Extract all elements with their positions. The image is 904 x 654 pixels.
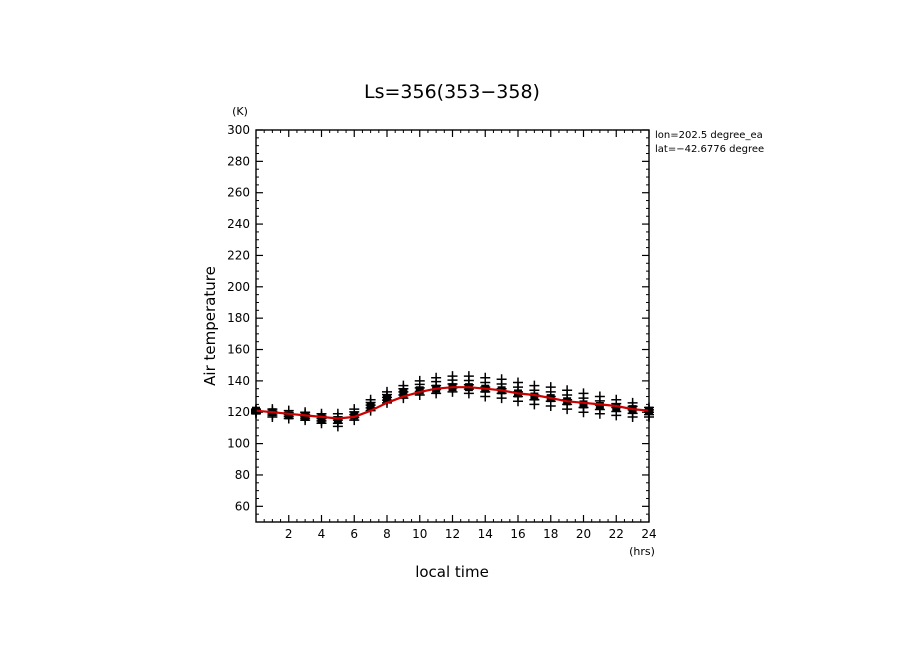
scatter-point [627,411,638,422]
mean-curve-line [255,386,650,420]
y-tick-label: 180 [227,311,250,325]
location-annotation-lat: lat=−42.6776 degree [655,144,764,155]
y-tick-label: 60 [235,499,250,513]
mean-marker [530,392,539,401]
chart-title: Ls=356(353−358) [364,81,540,103]
mean-marker [366,401,375,410]
scatter-point [513,396,523,407]
y-tick-label: 140 [227,374,250,388]
mean-marker [333,416,342,425]
y-tick-label: 200 [227,280,250,294]
x-tick-label: 18 [543,527,558,541]
mean-marker [612,403,621,412]
scatter-point [480,391,491,402]
mean-marker [415,386,424,395]
mean-marker [350,411,359,420]
x-tick-label: 22 [609,527,624,541]
y-tick-label: 160 [227,343,250,357]
scatter-point [545,400,556,411]
y-tick-label: 120 [227,405,250,419]
x-tick-label: 20 [576,527,591,541]
plot-area: 2 4 6 8 10 12 14 16 18 20 22 2460801001201401601802… [227,123,657,541]
mean-marker [595,401,604,410]
x-tick-label: 14 [478,527,493,541]
x-axis-label: local time [415,563,489,581]
y-tick-label: 220 [227,248,250,262]
mean-marker [317,414,326,423]
x-tick-label: 16 [510,527,525,541]
y-tick-label: 100 [227,437,250,451]
x-tick-label: 10 [412,527,427,541]
x-tick-label: 2 [285,527,293,541]
location-annotation-lon: lon=202.5 degree_ea [655,130,763,141]
mean-marker [301,412,310,421]
annotation-clip-cover [780,126,840,160]
mean-marker [284,411,293,420]
scatter-point [578,407,589,418]
y-tick-label: 260 [227,186,250,200]
scatter-point [496,393,507,404]
scatter-point [529,399,540,410]
y-tick-label: 80 [235,468,250,482]
mean-marker [383,394,391,403]
y-unit-label: (K) [232,105,248,118]
x-tick-label: 4 [318,527,326,541]
scatter-point [611,410,622,421]
mean-marker [399,389,408,398]
y-axis-label: Air temperature [201,266,219,386]
plot-frame [255,129,650,523]
x-tick-label: 24 [641,527,656,541]
x-tick-label: 8 [383,527,391,541]
x-tick-label: 6 [350,527,358,541]
x-unit-label: (hrs) [629,545,655,558]
scatter-point [562,404,573,415]
y-tick-label: 280 [227,154,250,168]
x-tick-label: 12 [445,527,460,541]
mean-marker [579,400,588,409]
scatter-point [594,408,605,419]
y-tick-label: 240 [227,217,250,231]
y-tick-label: 300 [227,123,250,137]
